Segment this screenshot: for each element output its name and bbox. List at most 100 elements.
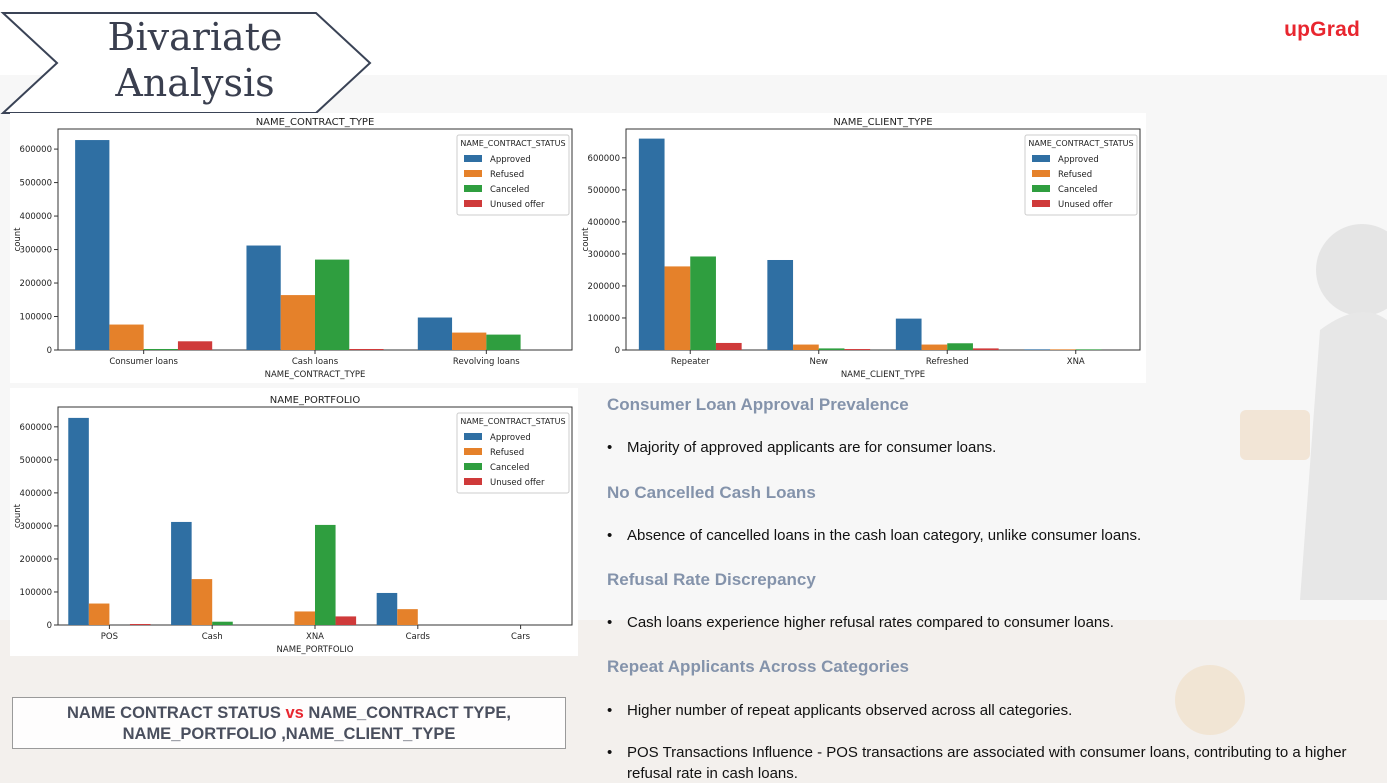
bar-unused-offer — [335, 616, 357, 625]
y-tick-label: 200000 — [20, 279, 52, 289]
bar-refused — [280, 295, 315, 350]
x-tick-label: Refreshed — [926, 357, 969, 367]
y-tick-label: 500000 — [20, 456, 52, 466]
x-tick-label: Cards — [406, 632, 431, 642]
x-tick-label: Cash loans — [292, 357, 339, 367]
caption-vs: vs — [285, 704, 304, 722]
y-tick-label: 0 — [615, 346, 620, 356]
y-tick-label: 200000 — [20, 555, 52, 565]
legend-frame — [1024, 134, 1138, 216]
legend-title: NAME_CONTRACT_STATUS — [460, 417, 565, 426]
bar-approved — [171, 521, 192, 625]
bar-unused-offer — [177, 341, 213, 350]
bar-canceled — [690, 256, 716, 350]
legend-swatch — [1032, 185, 1050, 192]
legend-swatch — [1032, 155, 1050, 162]
bar-refused — [294, 611, 315, 625]
chart-contract-type-svg: NAME_CONTRACT_TYPE 0 100000 200000 300000 400… — [13, 117, 573, 380]
section-title-banner: Bivariate Analysis — [0, 0, 380, 118]
x-tick-label: POS — [101, 632, 118, 642]
page-title: Bivariate Analysis — [60, 14, 330, 106]
insight-heading-2: No Cancelled Cash Loans — [607, 483, 816, 502]
insight-heading-1: Consumer Loan Approval Prevalence — [607, 395, 909, 414]
y-tick-label: 500000 — [588, 186, 620, 196]
bar-refused — [452, 332, 487, 350]
caption-line2: NAME_PORTFOLIO ,NAME_CLIENT_TYPE — [122, 725, 456, 743]
bullet-icon: • — [607, 702, 613, 719]
legend-swatch — [464, 170, 482, 177]
y-axis-label: count — [13, 227, 23, 252]
y-tick-label: 500000 — [20, 179, 52, 189]
chart-portfolio: NAME_PORTFOLIO 0 100000 200000 300000 400000 5… — [10, 388, 578, 656]
y-tick-label: 400000 — [588, 218, 620, 228]
bar-refused — [397, 609, 418, 625]
bar-refused — [1050, 349, 1076, 350]
bar-refused — [793, 344, 819, 350]
legend-title: NAME_CONTRACT_STATUS — [460, 139, 565, 148]
y-tick-label: 300000 — [20, 246, 52, 256]
legend-frame — [456, 412, 570, 494]
x-tick-label: Cash — [202, 632, 223, 642]
bar-refused — [921, 344, 948, 350]
bar-unused-offer — [844, 349, 871, 350]
y-tick-label: 0 — [47, 346, 52, 356]
caption-types: NAME_CONTRACT TYPE, — [308, 704, 511, 722]
legend-label: Approved — [490, 155, 531, 165]
bar-refused — [191, 579, 213, 625]
y-tick-label: 0 — [47, 621, 52, 631]
plot-area-frame — [625, 128, 1141, 351]
x-tick-label: XNA — [306, 632, 324, 642]
y-axis-label: count — [13, 503, 23, 528]
bar-unused-offer — [972, 348, 999, 350]
legend-label: Approved — [1058, 155, 1099, 165]
legend-swatch — [464, 185, 482, 192]
insight-bullet-5: • POS Transactions Influence - POS transa… — [607, 742, 1377, 784]
y-tick-label: 400000 — [20, 212, 52, 222]
bar-canceled — [212, 621, 233, 625]
bar-approved — [75, 140, 110, 350]
legend-label: Unused offer — [1058, 200, 1113, 210]
chart-contract-type: NAME_CONTRACT_TYPE 0 100000 200000 300000 400… — [10, 113, 578, 383]
bullet-icon: • — [607, 527, 613, 544]
legend-label: Refused — [1058, 170, 1092, 180]
x-tick-label: New — [809, 357, 828, 367]
chart-title: NAME_PORTFOLIO — [270, 395, 361, 406]
upgrad-logo: upGrad — [1284, 18, 1360, 41]
y-axis-label: count — [581, 227, 591, 252]
analysis-caption: NAME CONTRACT STATUS vs NAME_CONTRACT TY… — [12, 697, 566, 749]
x-axis-label: NAME_CONTRACT_TYPE — [265, 370, 366, 380]
insight-text-1: Majority of approved applicants are for … — [627, 439, 997, 456]
y-tick-label: 600000 — [20, 145, 52, 155]
x-tick-label: XNA — [1067, 357, 1085, 367]
legend-label: Refused — [490, 448, 524, 458]
legend-label: Canceled — [1058, 185, 1097, 195]
y-tick-label: 300000 — [588, 250, 620, 260]
legend-swatch — [464, 200, 482, 207]
y-tick-label: 100000 — [20, 588, 52, 598]
bar-approved — [417, 317, 453, 350]
page-title-line1: Bivariate — [107, 15, 283, 59]
x-tick-label: Cars — [511, 632, 531, 642]
bar-unused-offer — [129, 624, 151, 625]
bullet-icon: • — [607, 744, 613, 761]
legend-label: Approved — [490, 433, 531, 443]
chart-client-type: NAME_CLIENT_TYPE 0 100000 200000 300000 40000… — [578, 113, 1146, 383]
legend-label: Canceled — [490, 185, 529, 195]
bar-canceled — [315, 524, 336, 625]
bar-canceled — [143, 348, 178, 350]
bar-approved — [638, 138, 665, 350]
legend-frame — [456, 134, 570, 216]
legend-swatch — [464, 155, 482, 162]
chart-title: NAME_CONTRACT_TYPE — [256, 117, 375, 128]
insight-text-5: POS Transactions Influence - POS transac… — [627, 744, 1347, 782]
legend-label: Unused offer — [490, 200, 545, 210]
y-tick-label: 400000 — [20, 489, 52, 499]
legend-label: Refused — [490, 170, 524, 180]
y-tick-label: 200000 — [588, 282, 620, 292]
bar-approved — [376, 592, 398, 625]
bar-canceled — [315, 259, 350, 350]
insight-heading-3: Refusal Rate Discrepancy — [607, 570, 816, 589]
legend-swatch — [464, 433, 482, 440]
bullet-icon: • — [607, 439, 613, 456]
legend-title: NAME_CONTRACT_STATUS — [1028, 139, 1133, 148]
